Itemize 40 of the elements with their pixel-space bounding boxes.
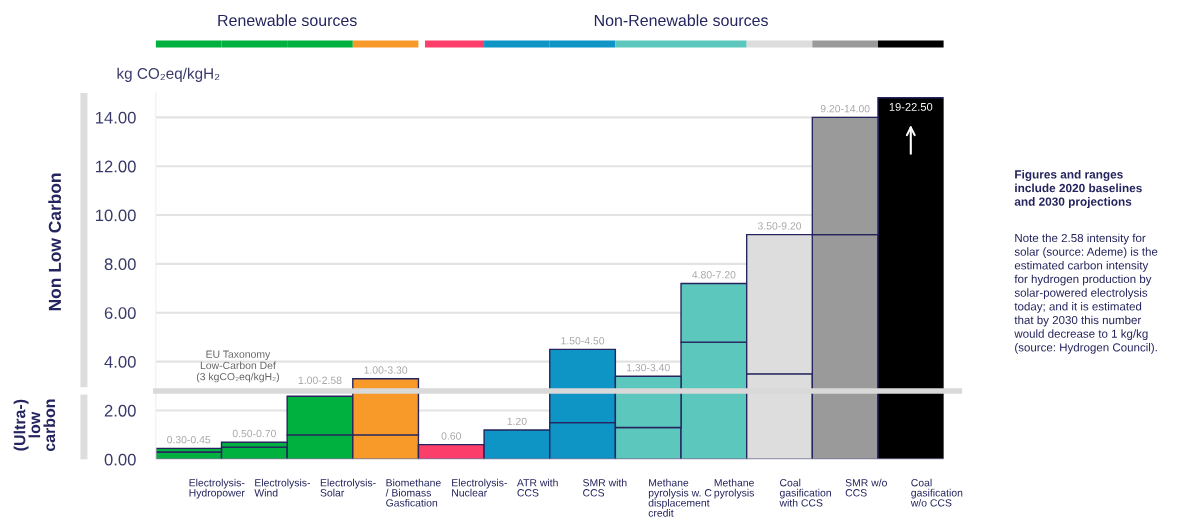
y-tick-label: 12.00 (95, 160, 136, 173)
text: Non-Renewable sources (594, 14, 768, 27)
data-label: 1.00-2.58 (298, 376, 342, 384)
text: Non Low Carbon (48, 173, 62, 311)
x-tick-label: Methane pyrolysis w. C displacement credit (648, 478, 712, 517)
y-axis-title: kg CO₂eq/kgH₂ (117, 67, 220, 82)
data-label: 0.50-0.70 (232, 429, 276, 438)
text: Note the 2.58 intensity for solar (source: Ademe) is the estimated carbon intensity for hydrogen production by solar-powered electrolysis today; and it is estimated that by 2030 this number would decrease to 1 kg/kg (source: Hydrogen Council). (1014, 233, 1158, 354)
text: Figures and ranges include 2020 baselines and 2030 projections (1014, 169, 1142, 209)
text: (Ultra-) low carbon (13, 399, 56, 452)
x-tick-label: Coal gasification with CCS (779, 478, 831, 507)
x-tick-label: SMR with CCS (583, 478, 627, 497)
y-tick-label: 6.00 (104, 307, 136, 319)
data-label: 4.80-7.20 (692, 271, 736, 279)
data-label: 9.20-14.00 (820, 104, 870, 113)
data-label: 1.30-3.40 (627, 363, 670, 372)
x-tick-label: Electrolysis- Solar (320, 478, 376, 497)
text: 1.20 (507, 417, 527, 426)
y-tick-label: 0.00 (104, 453, 136, 466)
x-tick-label: SMR w/o CCS (845, 478, 887, 497)
y-tick-label: 2.00 (104, 404, 136, 417)
data-label: 1.00-3.30 (364, 366, 408, 374)
x-tick-label: ATR with CCS (516, 478, 558, 497)
y-tick-label: 4.00 (104, 356, 136, 368)
x-tick-label: Coal gasification w/o CCS (910, 478, 963, 507)
text: Renewable sources (218, 14, 357, 27)
data-label: 0.30-0.45 (167, 435, 211, 444)
x-tick-label: Electrolysis- Wind (254, 478, 311, 497)
x-tick-label: Electrolysis- Hydropower (189, 478, 245, 499)
data-label: 1.50-4.50 (561, 337, 605, 345)
x-tick-label: Electrolysis- Nuclear (452, 478, 507, 497)
ref-line-label: EU Taxonomy Low-Carbon Def (3 kgCO₂eq/kgH₂) (196, 350, 279, 383)
text: 0.60 (441, 432, 461, 440)
data-label: 3.50-9.20 (757, 222, 802, 230)
x-tick-label: Biomethane / Biomass Gasfication (385, 478, 441, 507)
annotation: 19-22.50 (889, 102, 933, 111)
y-tick-label: 14.00 (95, 111, 136, 124)
x-tick-label: Methane pyrolysis (714, 478, 754, 499)
y-tick-label: 8.00 (104, 258, 136, 271)
y-tick-label: 10.00 (95, 209, 136, 222)
